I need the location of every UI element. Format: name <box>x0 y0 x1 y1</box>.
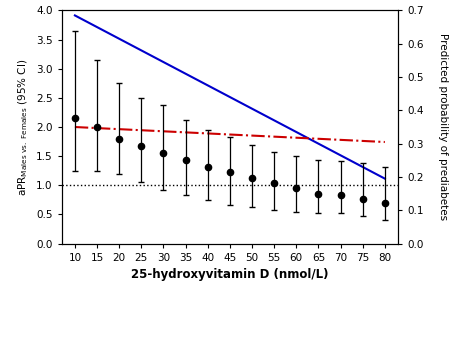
Y-axis label: aPR$_{\mathregular{Males\ vs.\ Females}}$ (95% CI): aPR$_{\mathregular{Males\ vs.\ Females}}… <box>17 58 30 196</box>
X-axis label: 25-hydroxyvitamin D (nmol/L): 25-hydroxyvitamin D (nmol/L) <box>131 268 328 281</box>
Y-axis label: Predicted probability of prediabetes: Predicted probability of prediabetes <box>438 33 447 221</box>
